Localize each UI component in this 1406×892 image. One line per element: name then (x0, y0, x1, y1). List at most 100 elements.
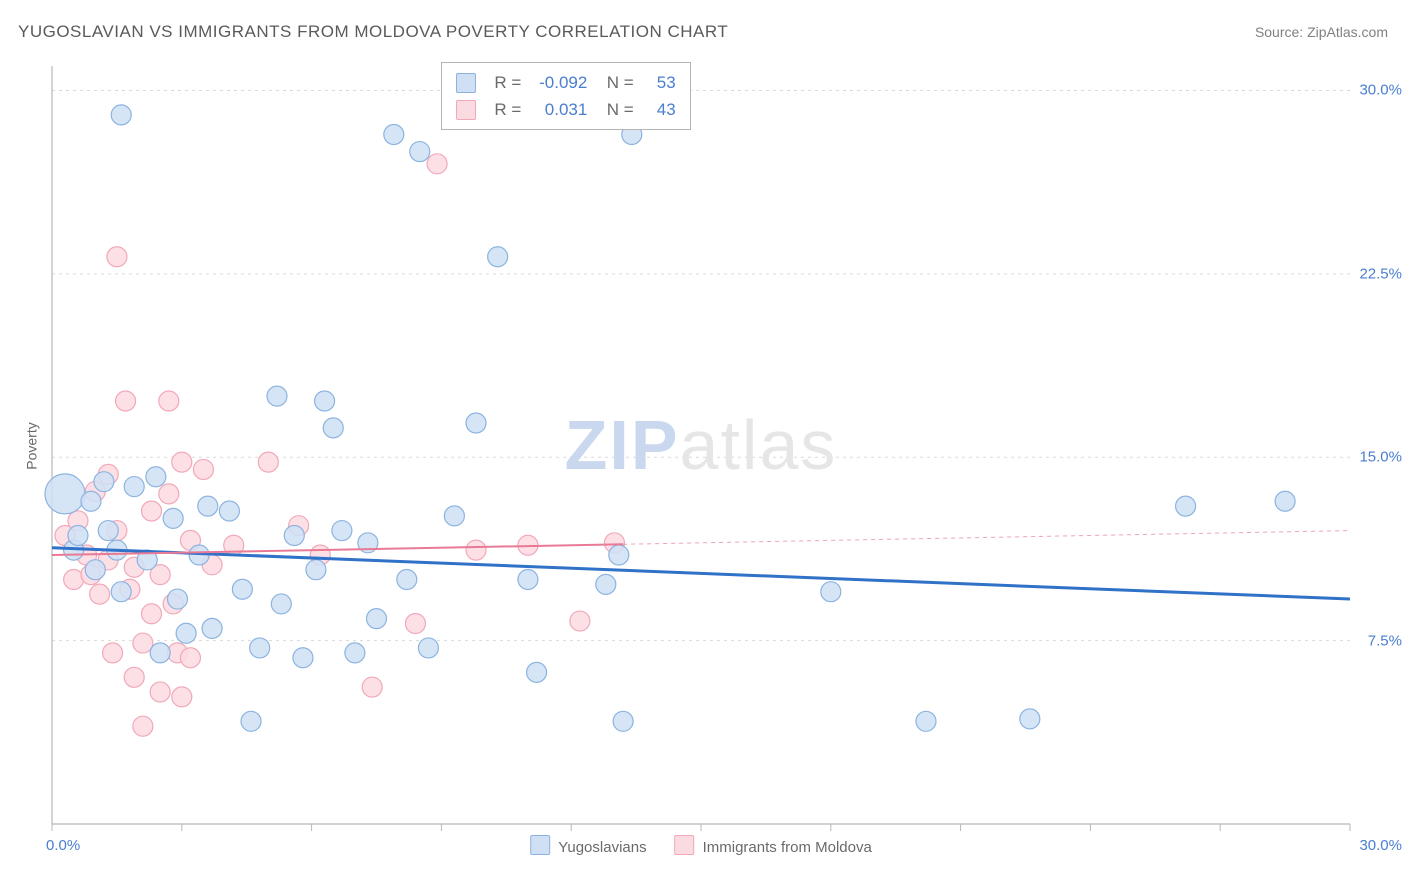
r-label: R = (494, 96, 521, 123)
chart-title: YUGOSLAVIAN VS IMMIGRANTS FROM MOLDOVA P… (18, 22, 728, 42)
n-label: N = (597, 69, 633, 96)
r-value: -0.092 (531, 69, 587, 96)
y-tick-label: 15.0% (1342, 449, 1402, 466)
data-marker (90, 584, 110, 604)
data-marker (142, 604, 162, 624)
y-tick-label: 7.5% (1342, 632, 1402, 649)
legend-label: Yugoslavians (558, 839, 646, 856)
r-label: R = (494, 69, 521, 96)
data-marker (107, 247, 127, 267)
y-axis-label: Poverty (24, 422, 40, 469)
data-marker (444, 506, 464, 526)
data-marker (916, 711, 936, 731)
y-tick-label: 22.5% (1342, 265, 1402, 282)
data-marker (146, 467, 166, 487)
n-value: 43 (644, 96, 676, 123)
data-marker (98, 521, 118, 541)
data-marker (124, 477, 144, 497)
data-marker (202, 618, 222, 638)
data-marker (405, 613, 425, 633)
legend-swatch (675, 835, 695, 855)
data-marker (1275, 491, 1295, 511)
data-marker (596, 574, 616, 594)
data-marker (85, 560, 105, 580)
data-marker (81, 491, 101, 511)
data-marker (345, 643, 365, 663)
data-marker (159, 484, 179, 504)
data-marker (94, 472, 114, 492)
legend-label: Immigrants from Moldova (703, 839, 872, 856)
data-marker (609, 545, 629, 565)
data-marker (180, 648, 200, 668)
data-marker (103, 643, 123, 663)
legend-swatch (530, 835, 550, 855)
data-marker (142, 501, 162, 521)
source-attribution: Source: ZipAtlas.com (1255, 24, 1388, 40)
data-marker (527, 662, 547, 682)
data-marker (133, 633, 153, 653)
data-marker (466, 413, 486, 433)
legend-item: Yugoslavians (530, 835, 646, 856)
data-marker (68, 525, 88, 545)
n-label: N = (597, 96, 633, 123)
legend-box-row: R = 0.031 N = 43 (456, 96, 675, 123)
data-marker (613, 711, 633, 731)
data-marker (250, 638, 270, 658)
correlation-legend-box: R = -0.092 N = 53 R = 0.031 N = 43 (441, 62, 690, 130)
data-marker (384, 124, 404, 144)
legend-box-row: R = -0.092 N = 53 (456, 69, 675, 96)
trend-line-dashed (623, 531, 1350, 545)
data-marker (315, 391, 335, 411)
data-marker (821, 582, 841, 602)
y-tick-label: 30.0% (1342, 82, 1402, 99)
data-marker (176, 623, 196, 643)
series-legend: Yugoslavians Immigrants from Moldova (530, 835, 872, 856)
data-marker (193, 459, 213, 479)
data-marker (258, 452, 278, 472)
data-marker (267, 386, 287, 406)
data-marker (271, 594, 291, 614)
data-marker (124, 667, 144, 687)
legend-swatch (456, 100, 476, 120)
data-marker (167, 589, 187, 609)
data-marker (1020, 709, 1040, 729)
data-marker (466, 540, 486, 560)
data-marker (1176, 496, 1196, 516)
data-marker (219, 501, 239, 521)
data-marker (150, 643, 170, 663)
data-marker (116, 391, 136, 411)
scatter-chart-svg (46, 60, 1356, 830)
data-marker (306, 560, 326, 580)
data-marker (172, 452, 192, 472)
legend-swatch (456, 73, 476, 93)
data-marker (518, 569, 538, 589)
data-marker (410, 142, 430, 162)
data-marker (172, 687, 192, 707)
data-marker (418, 638, 438, 658)
data-marker (284, 525, 304, 545)
data-marker (45, 474, 85, 514)
data-marker (427, 154, 447, 174)
x-tick-min: 0.0% (46, 837, 80, 854)
data-marker (362, 677, 382, 697)
data-marker (111, 105, 131, 125)
data-marker (241, 711, 261, 731)
data-marker (232, 579, 252, 599)
data-marker (367, 609, 387, 629)
data-marker (133, 716, 153, 736)
data-marker (198, 496, 218, 516)
legend-item: Immigrants from Moldova (675, 835, 872, 856)
data-marker (159, 391, 179, 411)
chart-area: ZIPatlas R =-0.092 N =53R =0.031 N =43 7… (46, 60, 1356, 830)
data-marker (332, 521, 352, 541)
data-marker (293, 648, 313, 668)
r-value: 0.031 (531, 96, 587, 123)
data-marker (150, 682, 170, 702)
n-value: 53 (644, 69, 676, 96)
data-marker (323, 418, 343, 438)
x-tick-max: 30.0% (1342, 837, 1402, 854)
data-marker (570, 611, 590, 631)
data-marker (488, 247, 508, 267)
data-marker (397, 569, 417, 589)
data-marker (163, 508, 183, 528)
